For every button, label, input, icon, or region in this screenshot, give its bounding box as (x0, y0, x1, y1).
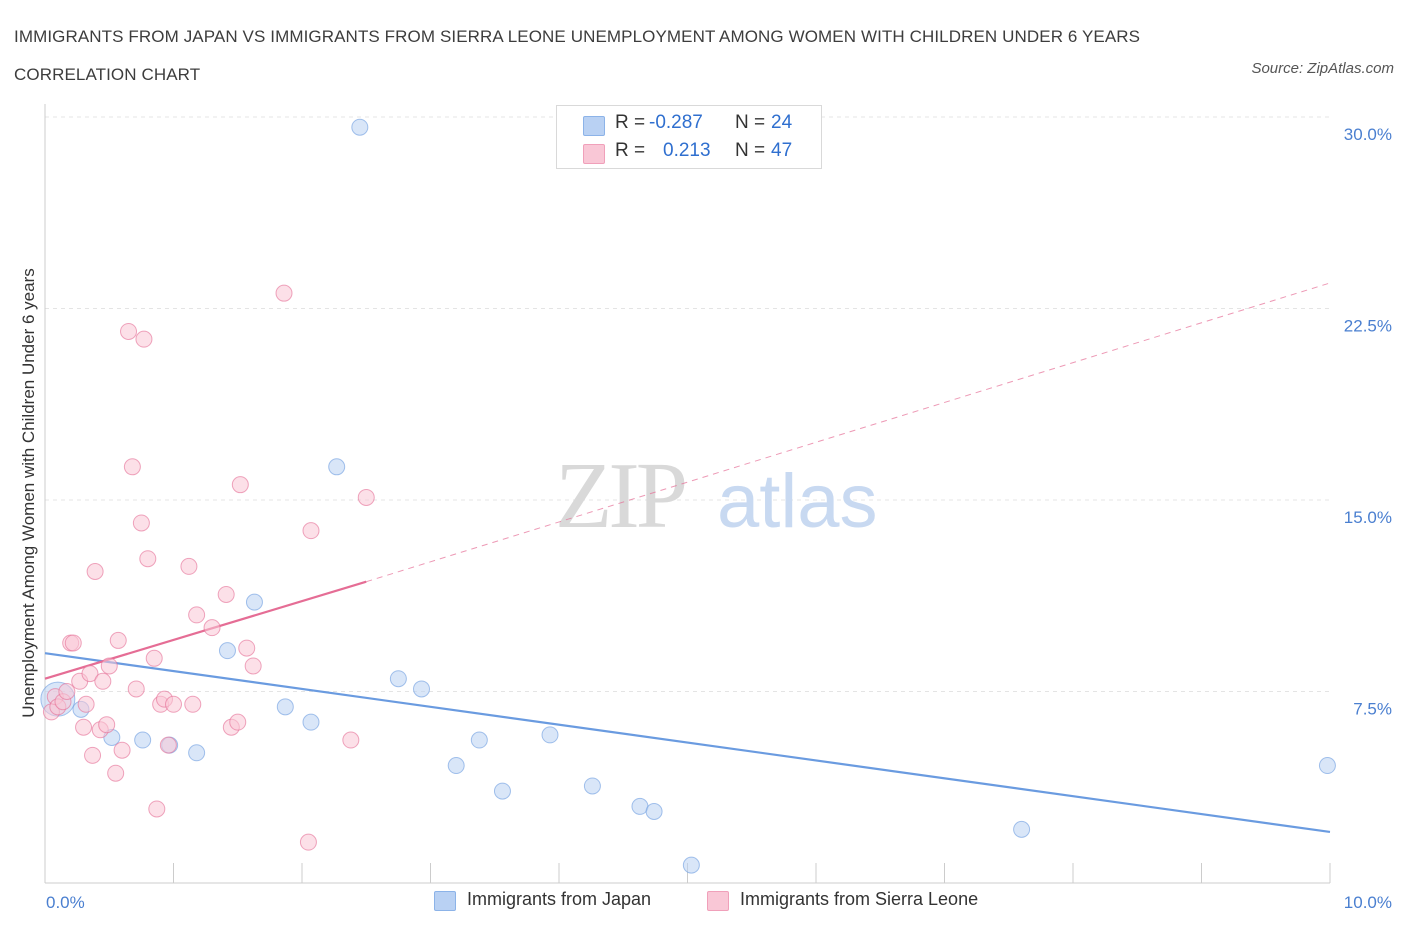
point-japan (682, 856, 700, 874)
point-sierra-leone (84, 746, 102, 764)
point-japan (631, 797, 649, 815)
point-japan (218, 642, 236, 660)
legend-n-value: 47 (771, 140, 793, 161)
legend-n-label: N = (735, 140, 766, 161)
point-sierra-leone (98, 716, 116, 734)
point-sierra-leone (77, 695, 95, 713)
point-sierra-leone (135, 330, 153, 348)
stats-legend: R = -0.287 N = 24 R = 0.213 N = 47 (556, 105, 822, 169)
point-japan (447, 757, 465, 775)
bottom-legend-label-sierra-leone: Immigrants from Sierra Leone (740, 889, 979, 909)
legend-r-value: 0.213 (663, 140, 711, 161)
point-sierra-leone (58, 683, 76, 700)
y-tick-label: 22.5% (1344, 317, 1392, 336)
data-points (40, 118, 1336, 874)
legend-n-value: 24 (771, 112, 793, 133)
point-japan (134, 731, 152, 749)
point-sierra-leone (86, 562, 104, 580)
x-tick-label: 0.0% (46, 893, 85, 912)
point-sierra-leone (299, 833, 317, 851)
y-tick-label: 7.5% (1353, 700, 1392, 719)
point-japan (302, 713, 320, 731)
point-sierra-leone (100, 657, 118, 675)
grid-lines (45, 116, 1330, 692)
point-japan (328, 458, 346, 476)
y-axis-label: Unemployment Among Women with Children U… (19, 268, 38, 717)
bottom-legend-label-japan: Immigrants from Japan (467, 889, 652, 909)
point-sierra-leone (148, 800, 166, 818)
bottom-legend-swatch-sierra-leone (707, 891, 729, 911)
point-sierra-leone (184, 695, 202, 713)
point-sierra-leone (132, 514, 150, 532)
point-sierra-leone (123, 458, 141, 476)
point-sierra-leone (94, 672, 112, 690)
point-sierra-leone (120, 322, 138, 340)
legend-swatch-sierra-leone (583, 144, 605, 164)
watermark-atlas: atlas (717, 459, 878, 544)
point-sierra-leone (64, 634, 82, 652)
legend-n-label: N = (735, 112, 766, 133)
point-sierra-leone (357, 488, 375, 506)
y-tick-label: 30.0% (1344, 125, 1392, 144)
point-japan (389, 670, 407, 688)
source-label: Source: ZipAtlas.com (1251, 60, 1394, 77)
point-sierra-leone (180, 557, 198, 575)
point-sierra-leone (302, 522, 320, 540)
y-tick-labels: 7.5% 15.0% 22.5% 30.0% (1344, 125, 1392, 719)
point-sierra-leone (127, 680, 145, 698)
x-tick-label: 10.0% (1344, 893, 1392, 912)
y-tick-label: 15.0% (1344, 508, 1392, 527)
point-sierra-leone (109, 631, 127, 649)
trend-line-japan (44, 652, 1331, 834)
point-sierra-leone (113, 741, 131, 759)
point-japan (645, 803, 663, 821)
point-japan (1013, 820, 1031, 838)
legend-r-value: -0.287 (649, 112, 703, 133)
legend-swatch-japan (583, 116, 605, 136)
point-sierra-leone (244, 657, 262, 675)
point-sierra-leone (217, 585, 235, 603)
point-japan (1318, 757, 1336, 775)
point-japan (351, 118, 369, 136)
point-sierra-leone (229, 713, 247, 731)
point-japan (413, 680, 431, 698)
point-sierra-leone (159, 736, 177, 754)
point-sierra-leone (188, 606, 206, 624)
chart-title: IMMIGRANTS FROM JAPAN VS IMMIGRANTS FROM… (14, 27, 1141, 84)
point-japan (541, 726, 559, 744)
point-japan (493, 782, 511, 800)
legend-r-label: R = (615, 112, 646, 133)
point-japan (583, 777, 601, 795)
point-japan (470, 731, 488, 749)
point-sierra-leone (139, 550, 157, 568)
point-sierra-leone (231, 476, 249, 494)
point-sierra-leone (165, 695, 182, 713)
point-sierra-leone (75, 718, 93, 736)
point-sierra-leone (81, 665, 99, 683)
trend-lines (44, 282, 1331, 834)
point-sierra-leone (203, 619, 221, 637)
trend-line-sierra-leone-extension (366, 282, 1331, 583)
point-japan (245, 593, 263, 611)
watermark-zip: ZIP (555, 444, 685, 548)
point-sierra-leone (238, 639, 256, 657)
point-sierra-leone (145, 649, 163, 667)
point-sierra-leone (342, 731, 360, 749)
axes (44, 104, 1331, 884)
x-tick-labels: 0.0% 10.0% (46, 893, 1392, 912)
legend-r-label: R = (615, 140, 646, 161)
bottom-legend-swatch-japan (434, 891, 456, 911)
point-japan (276, 698, 294, 716)
point-japan (188, 744, 206, 762)
point-sierra-leone (275, 284, 293, 302)
point-sierra-leone (107, 764, 125, 782)
